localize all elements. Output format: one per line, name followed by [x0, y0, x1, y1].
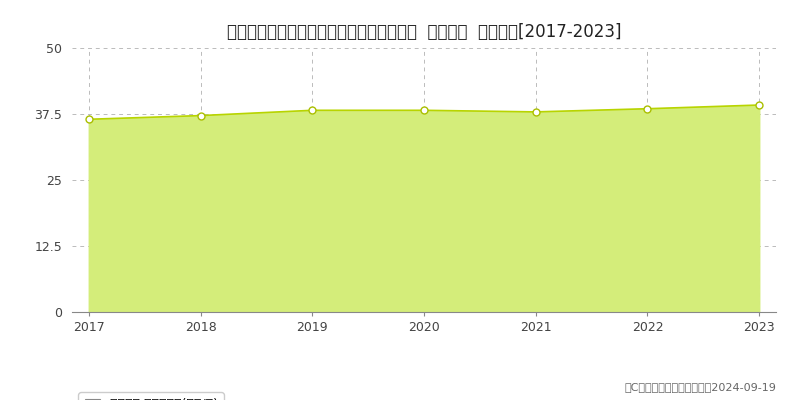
Point — [418, 107, 430, 114]
Title: 愛知県春日井市如意申町４丁目２３番１９  公示地価  地価推移[2017-2023]: 愛知県春日井市如意申町４丁目２３番１９ 公示地価 地価推移[2017-2023] — [226, 23, 622, 41]
Point — [82, 116, 95, 122]
Legend: 公示地価 平均坊単価(万円/坊): 公示地価 平均坊単価(万円/坊) — [78, 392, 224, 400]
Text: （C）土地価格ドットコム　2024-09-19: （C）土地価格ドットコム 2024-09-19 — [624, 382, 776, 392]
Point — [753, 102, 766, 108]
Point — [530, 109, 542, 115]
Point — [306, 107, 318, 114]
Point — [641, 106, 654, 112]
Point — [194, 112, 207, 119]
